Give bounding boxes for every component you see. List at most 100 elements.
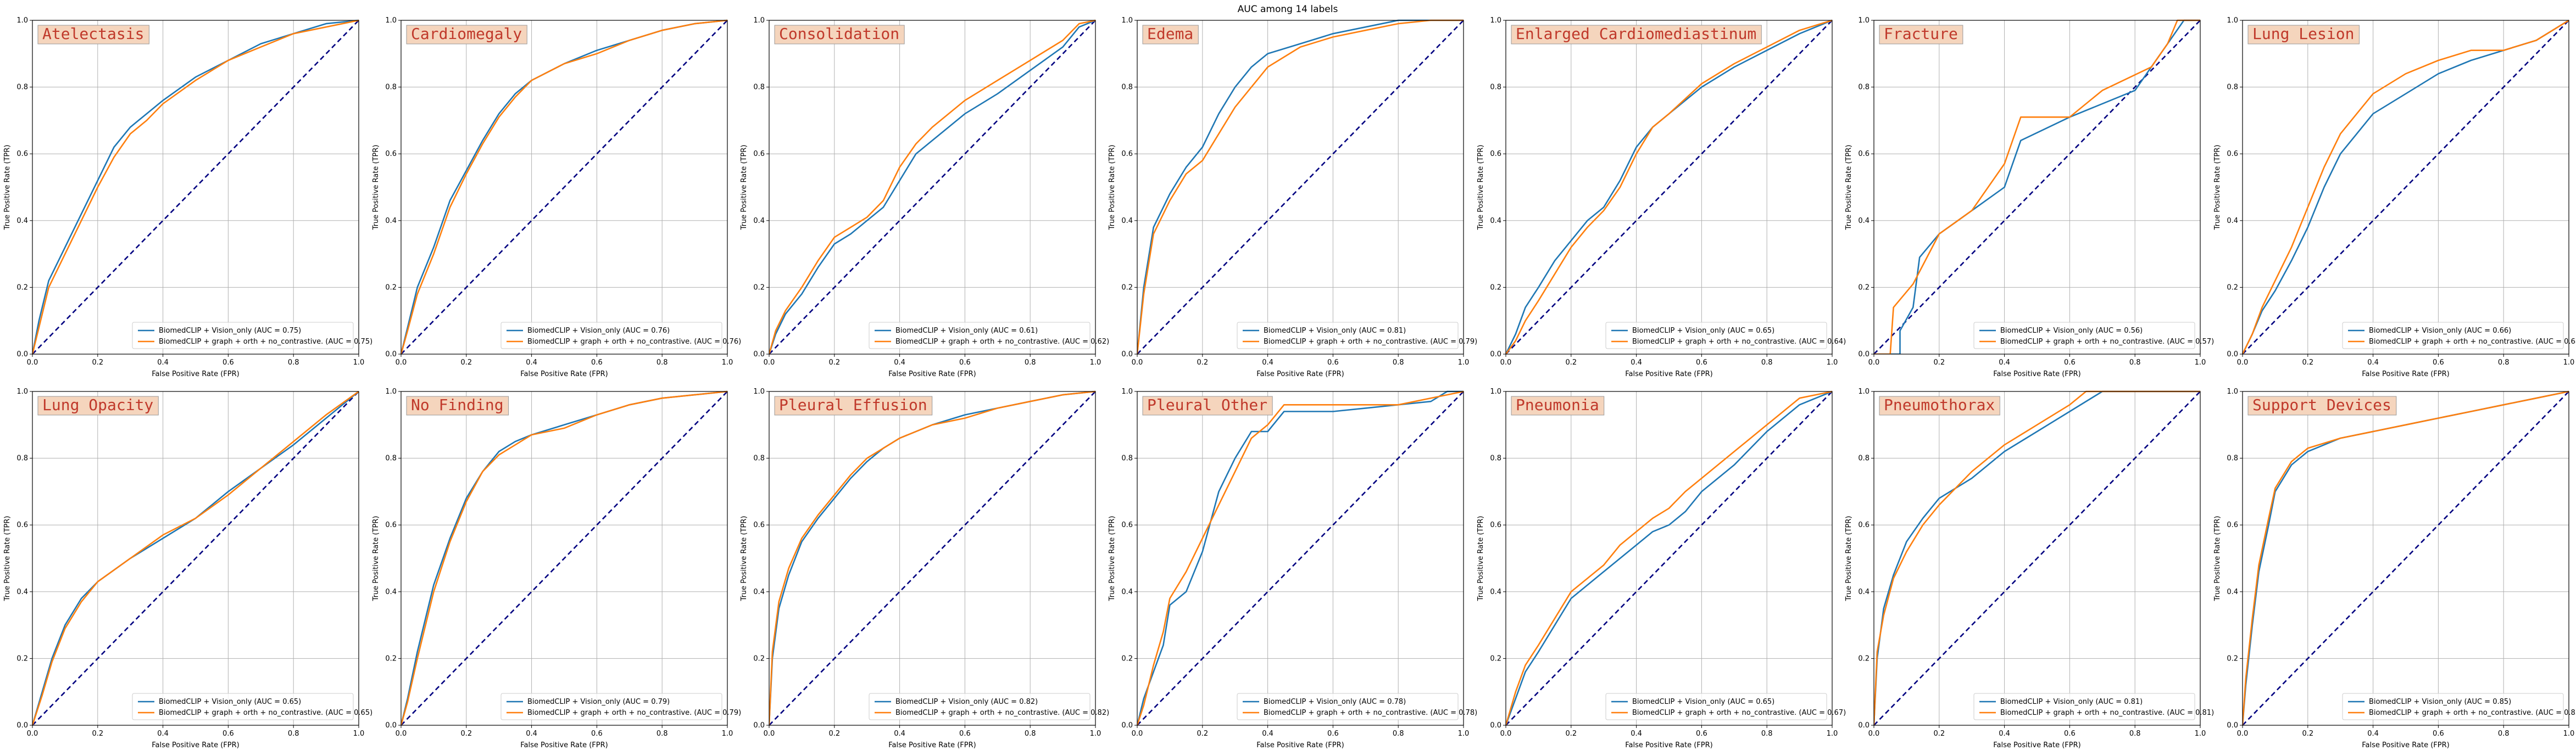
chart-lung-opacity-title-box: Lung Opacity [37,396,159,416]
chart-lung-lesion-x-tick-label: 0.8 [2498,359,2510,367]
chart-cardiomegaly-x-tick-label: 1.0 [722,359,733,367]
chart-lung-lesion-y-tick-label: 0.6 [2227,150,2238,158]
chart-atelectasis-roc-line-series-1 [32,19,359,354]
chart-pneumothorax-frame [1873,391,2201,726]
chart-fracture: 0.00.0 0.2 0.2 0.4 0.4 0.6 0.6 0.8 0.8 1.0 1.0 Frac… [1845,16,2214,378]
chart-pleural-effusion-y-tick-label: 0.0 [753,721,765,730]
chart-pneumothorax-legend-box [1973,693,2195,720]
chart-lung-opacity-legend-label-1: BiomedCLIP + Vision_only (AUC = 0.65) [159,698,301,706]
chart-pleural-other-x-tick-label: 1.0 [1458,730,1470,738]
chart-consolidation-x-tick-label: 0.4 [894,359,905,367]
chart-atelectasis-x-tick-label: 0.2 [92,359,103,367]
chart-pleural-effusion-x-tick-label: 0.6 [959,730,971,738]
chart-lung-opacity-roc-line-series-2 [32,390,359,725]
chart-cardiomegaly-title-background [406,25,527,44]
chart-fracture-x-tick-label: 0.2 [1933,359,1945,367]
chart-pneumonia-y-tick-label: 0.2 [1490,654,1501,663]
chart-pneumonia: 0.00.0 0.2 0.2 0.4 0.4 0.6 0.6 0.8 0.8 1.0 1.0 Pneu… [1477,388,1846,749]
chart-fracture-frame [1873,20,2201,355]
chart-support-devices-y-tick-label: 0.0 [2227,721,2238,730]
chart-enlarged-cardiomediastinum-y-tick-label: 0.2 [1490,283,1501,292]
chart-consolidation-y-tick-label: 0.6 [753,150,765,158]
chart-pneumothorax-legend: BiomedCLIP + Vision_only (AUC = 0.81) Bio… [1973,693,2214,720]
chart-lung-opacity-y-tick-label: 1.0 [16,388,28,396]
chart-cardiomegaly-x-tick-label: 0.6 [591,359,603,367]
chart-edema-y-tick-label: 0.6 [1121,150,1133,158]
chart-pleural-other-legend: BiomedCLIP + Vision_only (AUC = 0.78) Bio… [1237,693,1477,720]
chart-pleural-effusion-x-tick-label: 0.2 [828,730,840,738]
chart-fracture-y-tick-label: 0.4 [1858,217,1870,225]
chart-pneumonia-title-box: Pneumonia [1511,396,1605,416]
chart-no-finding-x-tick-label: 1.0 [722,730,733,738]
chart-no-finding-y-tick-label: 0.8 [385,455,397,463]
chart-support-devices-x-tick-label: 0.6 [2433,730,2444,738]
chart-edema-y-tick-label: 0.2 [1121,283,1133,292]
chart-pleural-other-title-background [1142,396,1273,416]
chart-lung-opacity-chance-diagonal [32,391,359,726]
chart-fracture-y-axis-label: True Positive Rate (TPR) [1845,145,1853,231]
chart-atelectasis-legend-label-1: BiomedCLIP + Vision_only (AUC = 0.75) [159,327,301,335]
chart-support-devices-x-tick-label: 1.0 [2563,730,2575,738]
chart-consolidation-x-tick-label: 0.6 [959,359,971,367]
chart-consolidation-y-tick-label: 0.4 [753,217,765,225]
chart-lung-lesion-y-tick-label: 0.0 [2227,350,2238,359]
chart-pneumothorax-title-background [1879,396,2000,416]
chart-lung-opacity-x-axis-label: False Positive Rate (FPR) [152,741,239,749]
chart-enlarged-cardiomediastinum-y-tick-label: 0.8 [1490,83,1501,92]
chart-cardiomegaly-x-tick-label: 0.4 [526,359,537,367]
chart-pneumothorax-x-tick-label: 0.8 [2129,730,2141,738]
chart-cardiomegaly-legend-label-1: BiomedCLIP + Vision_only (AUC = 0.76) [527,327,670,335]
chart-fracture-x-tick-label: 0.4 [1999,359,2010,367]
chart-atelectasis-x-tick-label: 0.8 [288,359,299,367]
chart-pleural-effusion-legend-label-1: BiomedCLIP + Vision_only (AUC = 0.82) [895,698,1038,706]
chart-no-finding-y-tick-label: 0.4 [385,588,397,596]
chart-lung-lesion-x-tick-label: 0.0 [2237,359,2249,367]
chart-no-finding-x-tick-label: 0.4 [526,730,537,738]
chart-cardiomegaly-roc-line-series-2 [401,19,728,354]
chart-edema-x-tick-label: 0.0 [1132,359,1143,367]
chart-no-finding-title: No Finding [411,396,504,414]
chart-pleural-effusion-y-axis-label: True Positive Rate (TPR) [740,516,748,602]
chart-no-finding-legend-label-1: BiomedCLIP + Vision_only (AUC = 0.79) [527,698,670,706]
chart-cardiomegaly-title-box: Cardiomegaly [406,25,527,44]
chart-consolidation: 0.00.0 0.2 0.2 0.4 0.4 0.6 0.6 0.8 0.8 1.0 1.0 Cons… [740,16,1109,378]
chart-support-devices-y-tick-label: 0.6 [2227,521,2238,529]
chart-support-devices-legend: BiomedCLIP + Vision_only (AUC = 0.85) Bio… [2342,693,2576,720]
chart-pneumonia-y-tick-label: 0.4 [1490,588,1501,596]
chart-atelectasis-x-tick-label: 1.0 [353,359,365,367]
chart-lung-lesion-y-tick-label: 0.8 [2227,83,2238,92]
chart-pleural-effusion-x-tick-label: 0.8 [1025,730,1036,738]
chart-pneumothorax-legend-label-1: BiomedCLIP + Vision_only (AUC = 0.81) [2000,698,2143,706]
chart-edema-frame [1137,20,1464,355]
chart-pneumothorax-chance-diagonal [1873,391,2201,726]
chart-pneumonia-chance-diagonal [1505,391,1833,726]
chart-support-devices-x-tick-label: 0.0 [2237,730,2249,738]
chart-pleural-other: 0.00.0 0.2 0.2 0.4 0.4 0.6 0.6 0.8 0.8 1.0 1.0 Pleu… [1108,388,1477,749]
chart-cardiomegaly-y-tick-label: 0.0 [385,350,397,359]
chart-pneumonia-roc-line-series-2 [1506,390,1833,725]
chart-no-finding-y-axis-label: True Positive Rate (TPR) [372,516,380,602]
chart-consolidation-title-box: Consolidation [774,25,905,44]
chart-fracture-title-box: Fracture [1879,25,1963,44]
chart-consolidation-y-tick-label: 0.0 [753,350,765,359]
chart-fracture-roc-line-series-2 [1874,19,2200,354]
chart-pleural-effusion-title-background [774,396,933,416]
chart-pneumonia-legend-label-2: BiomedCLIP + graph + orth + no_contrasti… [1632,709,1846,717]
chart-pneumonia-legend-label-1: BiomedCLIP + Vision_only (AUC = 0.65) [1632,698,1774,706]
chart-lung-lesion-x-tick-label: 0.2 [2302,359,2313,367]
chart-support-devices-y-tick-label: 1.0 [2227,388,2238,396]
chart-pleural-other-y-tick-label: 0.0 [1121,721,1133,730]
chart-edema-y-tick-label: 0.4 [1121,217,1133,225]
chart-pleural-effusion-title-box: Pleural Effusion [774,396,933,416]
chart-fracture-legend-label-1: BiomedCLIP + Vision_only (AUC = 0.56) [2000,327,2143,335]
chart-cardiomegaly-y-tick-label: 0.6 [385,150,397,158]
chart-edema-y-tick-label: 1.0 [1121,16,1133,25]
chart-no-finding: 0.00.0 0.2 0.2 0.4 0.4 0.6 0.6 0.8 0.8 1.0 1.0 No F… [372,388,741,749]
chart-edema-title-background [1142,25,1199,44]
chart-cardiomegaly-y-axis-label: True Positive Rate (TPR) [372,145,380,231]
chart-atelectasis-chance-diagonal [32,20,359,355]
chart-lung-lesion-y-tick-label: 0.2 [2227,283,2238,292]
chart-fracture-legend-box [1973,322,2195,349]
chart-support-devices-frame [2242,391,2569,726]
chart-pneumonia-y-tick-label: 0.0 [1490,721,1501,730]
